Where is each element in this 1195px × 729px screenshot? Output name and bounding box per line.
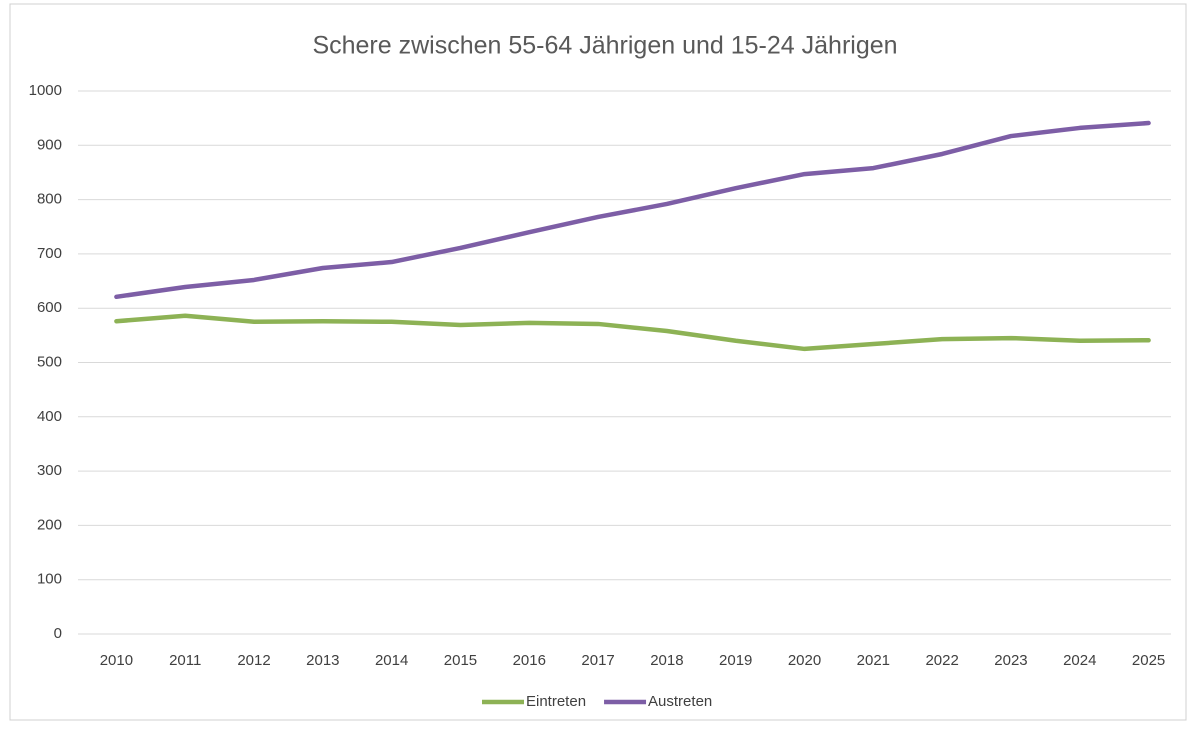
x-tick-label: 2014 (375, 652, 408, 669)
y-tick-label: 600 (37, 299, 62, 316)
y-tick-label: 0 (54, 625, 62, 642)
x-tick-label: 2019 (719, 652, 752, 669)
x-tick-label: 2017 (581, 652, 614, 669)
x-tick-label: 2023 (994, 652, 1027, 669)
legend-label: Austreten (648, 693, 712, 710)
x-tick-label: 2012 (237, 652, 270, 669)
x-tick-label: 2013 (306, 652, 339, 669)
x-tick-label: 2021 (857, 652, 890, 669)
y-tick-label: 900 (37, 136, 62, 153)
data-line (114, 313, 1151, 352)
y-tick-label: 100 (37, 571, 62, 588)
x-tick-label: 2015 (444, 652, 477, 669)
x-tick-label: 2010 (100, 652, 133, 669)
chart-title: Schere zwischen 55-64 Jährigen und 15-24… (312, 32, 897, 60)
y-tick-label: 1000 (29, 82, 62, 99)
y-tick-label: 200 (37, 516, 62, 533)
y-tick-label: 400 (37, 408, 62, 425)
legend-label: Eintreten (526, 693, 586, 710)
data-line (114, 120, 1151, 300)
y-tick-label: 800 (37, 191, 62, 208)
y-tick-label: 500 (37, 353, 62, 370)
x-tick-label: 2025 (1132, 652, 1165, 669)
x-tick-label: 2018 (650, 652, 683, 669)
y-tick-label: 300 (37, 462, 62, 479)
x-tick-label: 2020 (788, 652, 821, 669)
x-tick-label: 2011 (169, 652, 201, 669)
x-tick-label: 2016 (513, 652, 546, 669)
y-tick-label: 700 (37, 245, 62, 262)
x-tick-label: 2022 (925, 652, 958, 669)
x-tick-label: 2024 (1063, 652, 1096, 669)
